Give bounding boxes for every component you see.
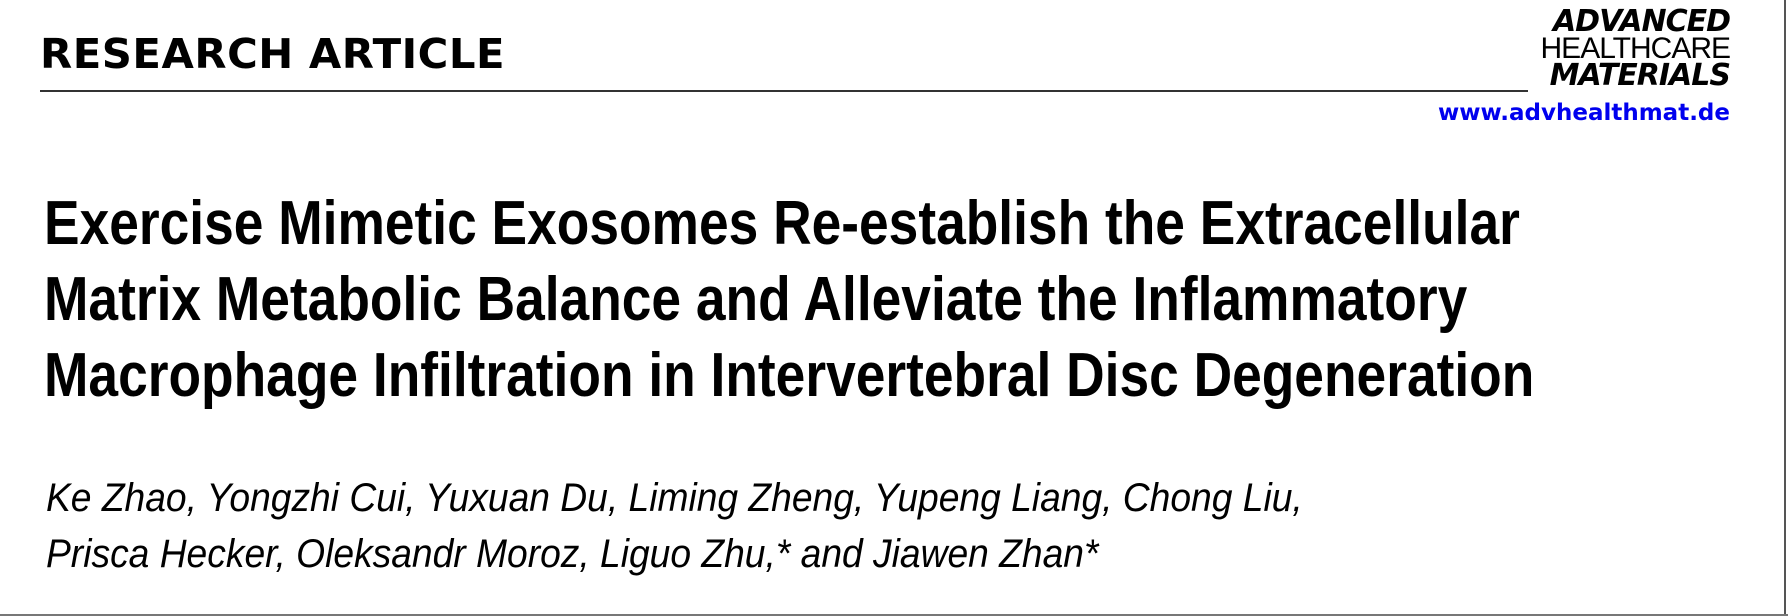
section-label: RESEARCH ARTICLE bbox=[40, 30, 506, 78]
page-border-bottom bbox=[0, 614, 1788, 616]
title-line: Macrophage Infiltration in Intervertebra… bbox=[44, 341, 1535, 410]
header-rule bbox=[40, 90, 1528, 92]
page-border-right bbox=[1784, 0, 1786, 616]
title-line: Matrix Metabolic Balance and Alleviate t… bbox=[44, 265, 1468, 334]
author-line: Prisca Hecker, Oleksandr Moroz, Liguo Zh… bbox=[46, 532, 1099, 576]
journal-url-link[interactable]: www.advhealthmat.de bbox=[1437, 100, 1730, 126]
logo-line-1: ADVANCED bbox=[1552, 4, 1731, 39]
journal-logo: ADVANCED HEALTHCARE MATERIALS bbox=[1538, 4, 1731, 93]
article-title: Exercise Mimetic Exosomes Re-establish t… bbox=[44, 186, 1777, 414]
logo-line-3: MATERIALS bbox=[1549, 58, 1731, 93]
author-list: Ke Zhao, Yongzhi Cui, Yuxuan Du, Liming … bbox=[46, 470, 1397, 582]
author-line: Ke Zhao, Yongzhi Cui, Yuxuan Du, Liming … bbox=[46, 476, 1303, 520]
title-line: Exercise Mimetic Exosomes Re-establish t… bbox=[44, 189, 1520, 258]
logo-line-2: HEALTHCARE bbox=[1540, 32, 1731, 65]
